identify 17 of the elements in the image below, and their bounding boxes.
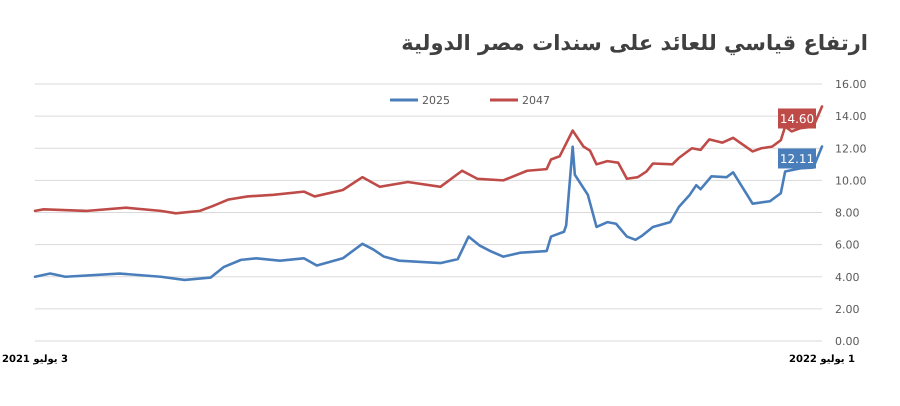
- chart-title: ارتفاع قياسي للعائد على سندات مصر الدولية: [401, 31, 868, 56]
- x-tick-label: 1 يوليو 2022: [789, 354, 855, 365]
- y-tick-label: 2.00: [835, 302, 860, 316]
- x-tick-label: 3 يوليو 2021: [2, 354, 68, 365]
- legend-label: 2047: [522, 94, 550, 107]
- y-tick-label: 4.00: [835, 270, 860, 284]
- y-tick-label: 14.00: [835, 110, 866, 124]
- y-tick-label: 10.00: [835, 174, 866, 188]
- y-tick-label: 0.00: [835, 335, 860, 348]
- data-label: 12.11: [780, 152, 814, 166]
- y-tick-label: 8.00: [835, 206, 860, 220]
- y-tick-label: 6.00: [835, 238, 860, 252]
- line-series: [34, 145, 824, 282]
- y-tick-label: 12.00: [835, 142, 866, 156]
- y-tick-label: 16.00: [835, 78, 866, 91]
- legend-label: 2025: [422, 94, 450, 107]
- line-series: [34, 105, 824, 215]
